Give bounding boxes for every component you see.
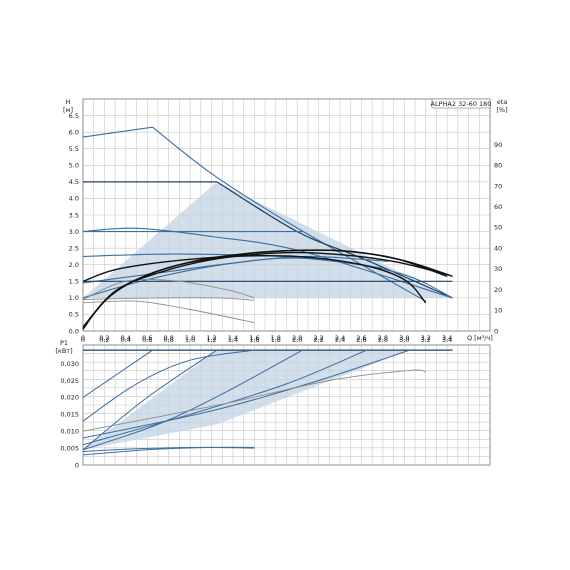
power-x-tick-label: 0,8 xyxy=(164,336,174,344)
head-x-tick-label: 0 xyxy=(81,334,85,342)
head-curve-3 xyxy=(216,181,453,299)
head-x-tick-label: 1,8 xyxy=(271,334,281,342)
eta-axis-title: eta xyxy=(497,98,508,106)
power-chart-frame xyxy=(82,344,491,466)
eta-y-tick-label: 90 xyxy=(494,141,502,149)
head-y-tick-label: 5.0 xyxy=(69,162,79,170)
power-y-tick-label: 0,025 xyxy=(60,377,79,385)
head-x-tick-label: 1,0 xyxy=(185,334,195,342)
head-y-tick-label: 6.5 xyxy=(69,112,79,120)
eta-y-tick-label: 50 xyxy=(494,224,502,232)
model-label: ALPHA2 32-60 180 xyxy=(431,100,492,108)
power-y-tick-label: 0,020 xyxy=(60,394,79,402)
model-label-box xyxy=(431,98,491,109)
head-y-tick-label: 4.5 xyxy=(69,178,79,186)
head-y-tick-label: 6.0 xyxy=(69,128,79,136)
eta-y-tick-label: 30 xyxy=(494,265,502,273)
power-x-tick-label: 0,2 xyxy=(99,336,109,344)
power-x-tick-label: 3,0 xyxy=(399,336,409,344)
power-curve-1 xyxy=(82,349,153,398)
head-curve-13 xyxy=(82,254,427,304)
power-y-tick-label: 0,030 xyxy=(60,360,79,368)
power-x-tick-label: 1,2 xyxy=(206,336,216,344)
head-y-tick-label: 2.0 xyxy=(69,261,79,269)
power-x-tick-label: 1,0 xyxy=(185,336,195,344)
power-y-tick-label: 0,010 xyxy=(60,427,79,435)
head-x-tick-label: 0,2 xyxy=(99,334,109,342)
power-x-tick-label: 2,0 xyxy=(292,336,302,344)
head-x-tick-label: 2,4 xyxy=(335,334,345,342)
head-x-tick-label: 3,0 xyxy=(399,334,409,342)
head-curve-11 xyxy=(82,279,255,300)
head-x-tick-label: 2,2 xyxy=(313,334,323,342)
head-x-tick-label: 0,4 xyxy=(121,334,131,342)
eta-y-tick-label: 20 xyxy=(494,286,502,294)
power-x-tick-label: 2,2 xyxy=(313,336,323,344)
power-x-tick-label: 2,8 xyxy=(378,336,388,344)
power-y-tick-label: 0,015 xyxy=(60,411,79,419)
power-curve-2 xyxy=(82,349,218,451)
head-y-tick-label: 1.0 xyxy=(69,294,79,302)
eta-axis-unit: [%] xyxy=(496,106,507,114)
power-curve-3 xyxy=(82,349,303,451)
head-y-tick-label: 4.0 xyxy=(69,195,79,203)
power-x-tick-label: 1,8 xyxy=(271,336,281,344)
power-curve-6 xyxy=(82,369,426,432)
head-chart-frame xyxy=(82,98,491,332)
head-x-tick-label: 2,0 xyxy=(292,334,302,342)
head-curve-12 xyxy=(82,300,255,324)
power-x-tick-label: 3,2 xyxy=(421,336,431,344)
head-curve-5 xyxy=(82,227,453,299)
head-y-tick-label: 3.5 xyxy=(69,211,79,219)
head-curve-8 xyxy=(82,255,389,284)
head-x-tick-label: 1,6 xyxy=(249,334,259,342)
head-axis-unit: [м] xyxy=(63,106,73,114)
flow-axis-title: Q [м³/ч] xyxy=(467,334,493,342)
head-x-tick-label: 0,8 xyxy=(164,334,174,342)
head-x-tick-label: 2,8 xyxy=(378,334,388,342)
power-x-tick-label: 0 xyxy=(81,336,85,344)
head-x-tick-label: 1,4 xyxy=(228,334,238,342)
power-curve-7 xyxy=(82,349,255,422)
eta-y-tick-label: 80 xyxy=(494,162,502,170)
power-curve-9 xyxy=(82,446,255,456)
power-x-tick-label: 1,6 xyxy=(249,336,259,344)
head-x-tick-label: 3,4 xyxy=(442,334,452,342)
eta-y-tick-label: 60 xyxy=(494,203,502,211)
eta-y-tick-label: 70 xyxy=(494,182,502,190)
head-curve-0 xyxy=(82,126,153,138)
head-axis-title: H xyxy=(66,98,71,106)
eta-y-tick-label: 10 xyxy=(494,307,502,315)
head-y-tick-label: 3.0 xyxy=(69,228,79,236)
power-axis-title: P1 xyxy=(60,339,68,347)
head-y-tick-label: 1.5 xyxy=(69,278,79,286)
head-x-tick-label: 1,2 xyxy=(206,334,216,342)
head-y-tick-label: 5.5 xyxy=(69,145,79,153)
head-y-tick-label: 0.0 xyxy=(69,327,79,335)
head-curve-10 xyxy=(82,297,255,301)
power-x-tick-label: 2,6 xyxy=(356,336,366,344)
power-axis-unit: [кВт] xyxy=(55,347,72,355)
power-x-tick-label: 1,4 xyxy=(228,336,238,344)
head-x-tick-label: 0,6 xyxy=(142,334,152,342)
power-x-tick-label: 2,4 xyxy=(335,336,345,344)
head-curve-1 xyxy=(152,126,426,302)
power-x-tick-label: 0,4 xyxy=(121,336,131,344)
power-operating-area xyxy=(83,350,410,450)
head-x-tick-label: 2,6 xyxy=(356,334,366,342)
eta-y-tick-label: 40 xyxy=(494,244,502,252)
head-y-tick-label: 0.5 xyxy=(69,311,79,319)
head-y-tick-label: 2.5 xyxy=(69,244,79,252)
power-y-tick-label: 0,005 xyxy=(60,444,79,452)
power-x-tick-label: 0,6 xyxy=(142,336,152,344)
power-y-tick-label: 0 xyxy=(75,461,79,469)
power-curve-4 xyxy=(82,349,367,446)
power-x-tick-label: 3,4 xyxy=(442,336,452,344)
power-curve-5 xyxy=(82,349,410,439)
head-curve-16 xyxy=(82,251,448,328)
eta-y-tick-label: 0 xyxy=(494,327,498,335)
head-x-tick-label: 3,2 xyxy=(421,334,431,342)
